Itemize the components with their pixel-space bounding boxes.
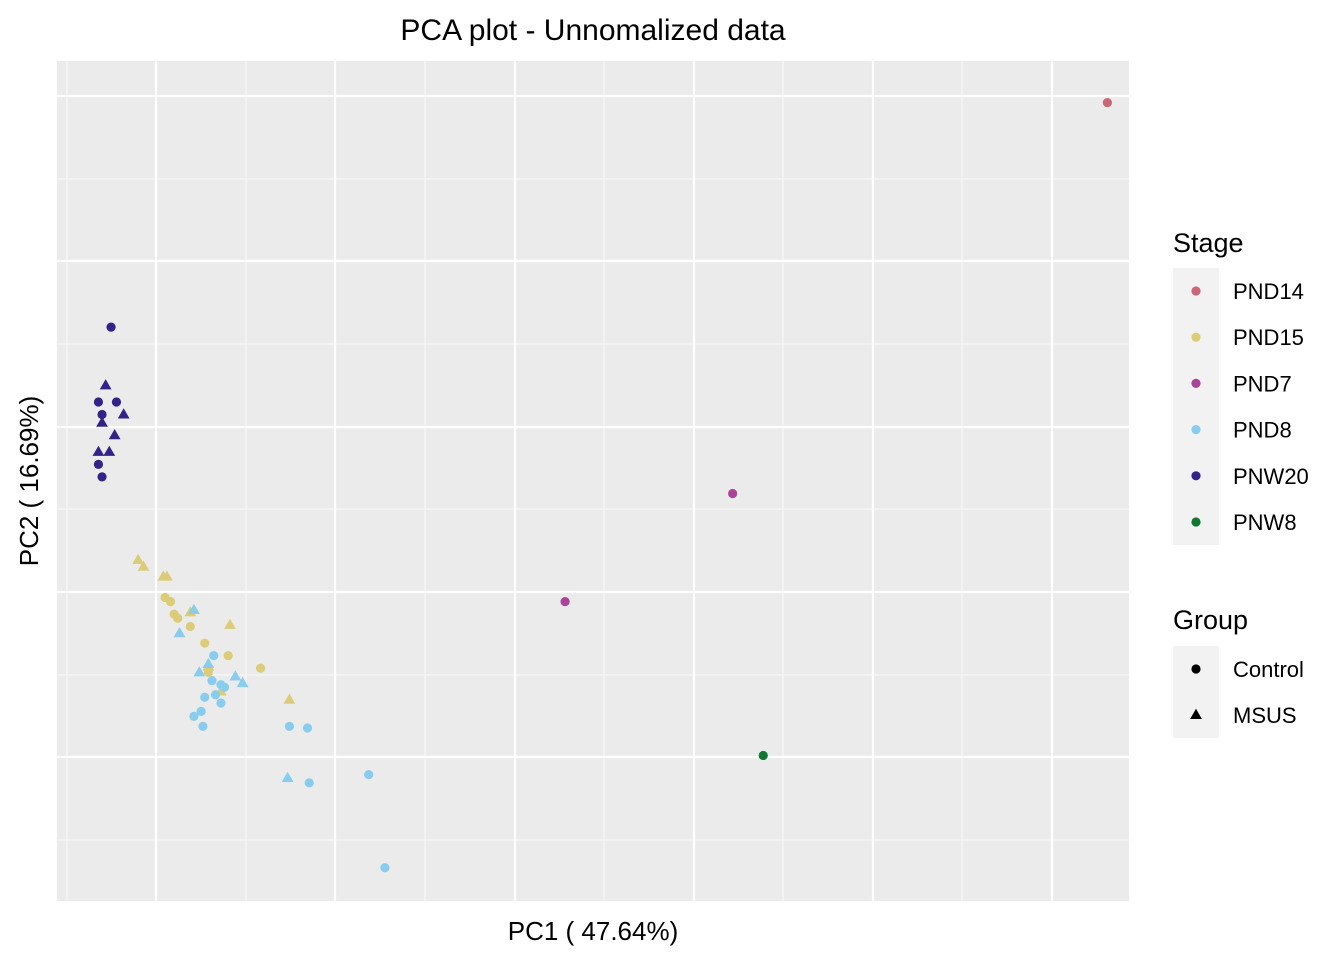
point-pnw20-msus [92,445,105,456]
point-pnd15-msus [137,560,150,571]
point-pnw20-msus [96,416,108,427]
legend-label-pnd7: PND7 [1233,371,1292,396]
x-axis-label: PC1 ( 47.64%) [508,916,679,946]
legend-label-pnd8: PND8 [1233,418,1292,443]
legend-key-control [1191,664,1201,674]
legend-stage: Stage PND14 PND15 PND7 PND8 PNW20 PNW8 [1173,228,1309,545]
point-pnd8-control [219,682,230,692]
point-pnd14-control [1102,97,1112,108]
point-pnd15-msus [283,693,296,704]
point-pnd8-msus [193,666,206,677]
point-pnd15-control [200,638,210,648]
point-pnw20-msus [117,408,130,419]
legend-key-pnw8 [1191,517,1201,527]
point-pnw20-control [93,459,104,469]
point-pnd15-msus [161,570,173,581]
legend-key-pnd8 [1191,425,1201,435]
point-pnw20-control [97,472,107,482]
legend-group: Group Control MSUS [1173,605,1304,738]
point-pnw20-control [97,409,107,420]
point-pnd7-control [728,488,738,499]
point-pnd8-msus [188,603,200,614]
point-pnd8-control [189,711,199,721]
point-pnw20-msus [103,445,116,456]
legend-key-pnd15 [1191,332,1201,342]
point-pnd8-control [216,698,226,708]
point-pnd8-control [198,721,208,731]
point-pnd8-control [210,690,221,700]
point-pnd15-control [185,621,195,632]
point-pnd8-control [364,769,374,780]
legend-key-pnw20 [1191,471,1201,481]
point-pnd8-control [207,676,217,686]
point-pnw20-msus [99,379,112,390]
point-pnd7-control [560,596,570,607]
grid-lines [57,61,1129,901]
plot-panel [57,61,1129,901]
legend-label-pnw8: PNW8 [1233,510,1297,535]
point-pnd8-msus [236,676,249,688]
point-pnd8-control [302,723,313,733]
point-pnd8-msus [229,670,242,681]
point-pnd15-msus [224,618,236,629]
point-pnd8-control [209,651,219,661]
point-pnd8-control [304,778,314,788]
legend-key-pnd7 [1191,378,1201,388]
point-pnd8-msus [173,626,186,638]
legend-group-title: Group [1173,605,1248,635]
point-pnd8-control [380,863,390,873]
legend-label-pnd14: PND14 [1233,279,1304,304]
point-pnd8-msus [281,771,294,782]
legend-label-msus: MSUS [1233,703,1297,728]
point-pnw20-control [93,397,104,407]
point-pnd15-control [173,613,183,623]
point-pnd15-control [165,596,176,607]
point-pnd15-control [255,663,266,673]
point-pnd8-msus [202,657,215,669]
legend-label-pnw20: PNW20 [1233,464,1309,489]
legend-group-key-background [1173,646,1219,738]
point-pnw8-control [758,750,768,761]
y-axis-label: PC2 ( 16.69%) [14,396,44,567]
point-pnd8-control [196,706,206,716]
chart-title: PCA plot - Unnomalized data [400,14,786,47]
point-pnw20-msus [108,429,121,440]
data-points [92,97,1112,873]
legend-label-pnd15: PND15 [1233,325,1304,350]
point-pnd15-msus [132,553,144,565]
point-pnd8-control [284,721,295,731]
legend-key-msus [1190,708,1202,720]
legend-stage-key-background [1173,268,1219,545]
legend-key-pnd14 [1191,286,1201,296]
legend-label-control: Control [1233,657,1304,682]
point-pnw20-control [111,397,122,407]
point-pnd15-control [223,651,233,661]
point-pnw20-control [106,322,116,332]
legend-stage-title: Stage [1173,228,1244,258]
point-pnd8-control [200,692,210,702]
